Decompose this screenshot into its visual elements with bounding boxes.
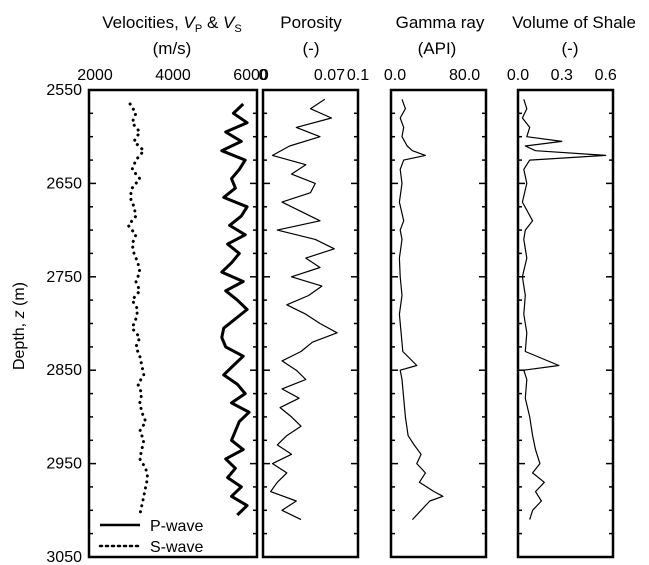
depth-tick-label: 2750 [46, 269, 82, 286]
velocity-x-tick-label: 2000 [77, 67, 113, 84]
gamma-ray-track-title: Gamma ray [396, 13, 485, 32]
gamma-ray-track-frame [389, 88, 488, 559]
depth-tick-label: 2850 [46, 362, 82, 379]
depth-tick-label: 2950 [46, 456, 82, 473]
velocity-s-wave-curve [126, 102, 150, 517]
shale-volume-x-tick-label: 0.0 [507, 67, 529, 84]
gamma-ray-curve [398, 99, 444, 521]
legend-p-wave-label: P-wave [150, 518, 203, 535]
depth-tick-label: 2550 [46, 82, 82, 99]
porosity-x-tick-label: 0.07 [314, 67, 345, 84]
log-curves [126, 98, 607, 521]
porosity-x-tick-label: 0 [259, 67, 268, 84]
shale-volume-x-tick-label: 0.3 [551, 67, 573, 84]
gamma-ray-x-tick-label: 0.0 [384, 67, 406, 84]
depth-tick-label: 2650 [46, 175, 82, 192]
porosity-curve [270, 98, 338, 521]
shale-volume-curve [521, 99, 607, 520]
gamma-ray-x-tick-label: 80.0 [449, 67, 480, 84]
legend-s-wave-label: S-wave [150, 539, 203, 556]
velocity-p-wave-curve [220, 102, 251, 517]
velocity-track-frame [87, 88, 259, 559]
axis-ticks: 2000 4000 6000 2550 2650 2750 2850 2950 3050 0 0.0… [46, 67, 617, 565]
shale-volume-unit-label: (-) [562, 39, 579, 58]
shale-volume-track-title: Volume of Shale [512, 13, 636, 32]
velocity-unit-label: (m/s) [153, 39, 192, 58]
gamma-ray-unit-label: (API) [418, 39, 457, 58]
porosity-track-title: Porosity [280, 13, 342, 32]
legend: P-wave S-wave [98, 518, 203, 556]
porosity-track-frame [261, 88, 360, 559]
depth-axis-label: Depth, z (m) [11, 282, 28, 370]
porosity-x-tick-label: 0.1 [347, 67, 369, 84]
velocity-x-tick-label: 6000 [233, 67, 269, 84]
shale-volume-x-tick-label: 0.6 [595, 67, 617, 84]
velocity-track-title: Velocities, VP & VS [102, 13, 241, 35]
porosity-unit-label: (-) [303, 39, 320, 58]
shale-volume-track-frame [516, 88, 615, 559]
depth-tick-label: 3050 [46, 549, 82, 565]
velocity-x-tick-label: 4000 [155, 67, 191, 84]
